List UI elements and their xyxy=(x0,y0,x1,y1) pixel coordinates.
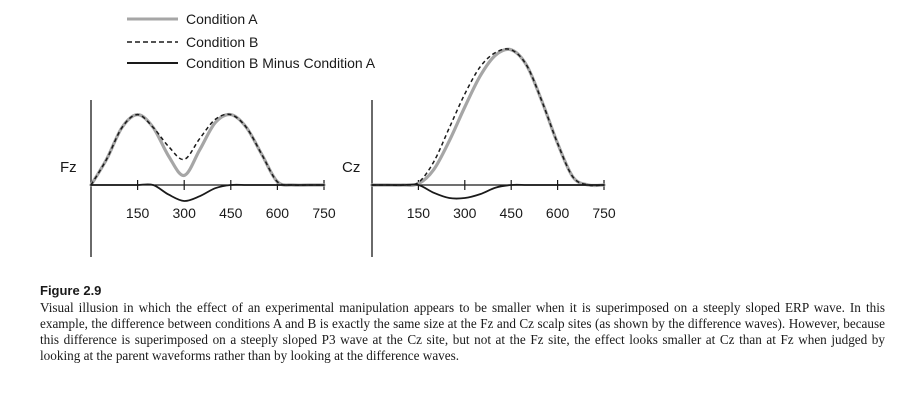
fz-site-label: Fz xyxy=(60,159,77,176)
legend-label-condition-b: Condition B xyxy=(186,34,258,50)
legend-label-difference: Condition B Minus Condition A xyxy=(186,55,376,71)
erp-figure: Condition A Condition B Condition B Minu… xyxy=(60,11,616,257)
fz-difference-line xyxy=(90,183,325,202)
fz-condition-b-line xyxy=(90,113,324,186)
cz-tick-label-450: 450 xyxy=(500,205,524,221)
cz-condition-b-line xyxy=(371,48,605,187)
fz-panel: Fz 150 300 450 600 750 xyxy=(60,100,336,257)
fz-tick-label-750: 750 xyxy=(312,205,336,221)
fz-tick-label-150: 150 xyxy=(126,205,150,221)
figure-caption: Figure 2.9 Visual illusion in which the … xyxy=(40,283,885,364)
cz-site-label: Cz xyxy=(342,159,360,176)
fz-tick-label-450: 450 xyxy=(219,205,243,221)
cz-panel: Cz 150 300 450 600 750 xyxy=(342,47,616,257)
cz-tick-label-600: 600 xyxy=(546,205,570,221)
cz-tick-label-150: 150 xyxy=(407,205,431,221)
cz-condition-a-line xyxy=(370,47,606,188)
fz-tick-label-600: 600 xyxy=(266,205,290,221)
cz-tick-label-300: 300 xyxy=(453,205,477,221)
legend-label-condition-a: Condition A xyxy=(186,11,258,27)
fz-tick-label-300: 300 xyxy=(173,205,197,221)
caption-title: Figure 2.9 xyxy=(40,283,102,298)
fz-condition-a-line xyxy=(89,112,326,187)
caption-text: Visual illusion in which the effect of a… xyxy=(40,300,885,363)
legend: Condition A Condition B Condition B Minu… xyxy=(127,11,376,71)
cz-tick-label-750: 750 xyxy=(592,205,616,221)
